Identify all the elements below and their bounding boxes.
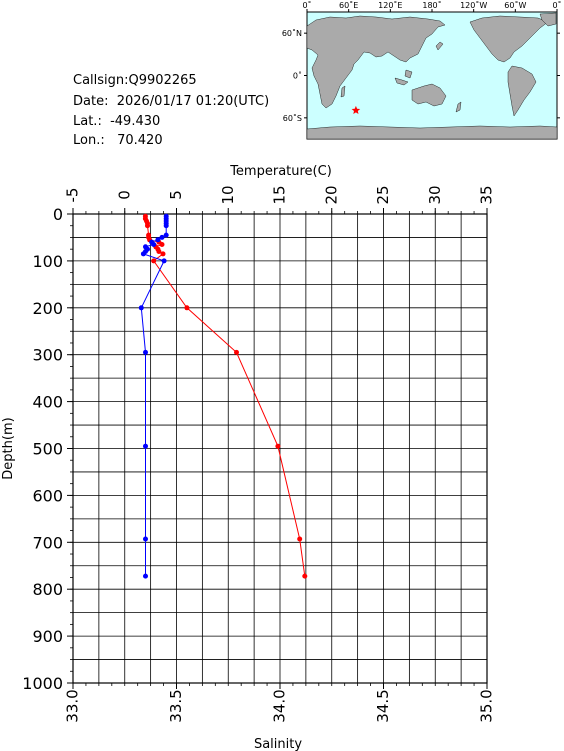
depth-axis-label: Depth(m) <box>1 417 16 479</box>
salinity-data-point <box>151 242 157 247</box>
sal-tick-label: 35.0 <box>478 689 496 722</box>
map-lon-label: 0˚ <box>302 0 311 10</box>
map-lon-label: 0˚ <box>552 0 561 10</box>
float-location-star <box>351 105 361 114</box>
map-lon-label: 60˚W <box>504 0 526 10</box>
depth-tick-label: 900 <box>32 627 63 646</box>
depth-tick-label: 700 <box>32 533 63 552</box>
map-lon-label: 120˚E <box>378 0 402 10</box>
depth-tick-label: 800 <box>32 580 63 599</box>
landmass-japan <box>435 41 444 51</box>
map-lon-label: 60˚E <box>339 0 358 10</box>
temperature-data-point <box>145 223 150 229</box>
salinity-data-point <box>143 536 148 542</box>
temperature-data-point <box>151 258 157 264</box>
temp-tick-label: -5 <box>64 188 82 203</box>
landmass-eurasia-africa <box>306 15 446 109</box>
depth-tick-label: 300 <box>32 346 63 365</box>
landmass-borneo <box>404 69 413 79</box>
temperature-data-point <box>160 251 166 257</box>
landmass-madagascar <box>340 85 346 98</box>
salinity-data-point <box>143 573 148 579</box>
depth-tick-label: 400 <box>32 393 63 412</box>
landmass-new-zealand <box>455 101 462 113</box>
callsign-label: Callsign:Q9902265 <box>73 73 197 88</box>
temp-tick-label: 25 <box>374 185 392 204</box>
depth-tick-label: 100 <box>32 252 63 271</box>
temperature-data-point <box>275 443 281 449</box>
temperature-data-point <box>234 349 239 355</box>
plot-grid <box>72 213 488 684</box>
temperature-data-point <box>297 536 303 542</box>
salinity-data-point <box>138 305 144 311</box>
longitude-label: Lon.: 70.420 <box>73 133 163 148</box>
map-lon-label: 120˚W <box>460 0 487 10</box>
temperature-data-point <box>184 305 190 311</box>
landmass-greenland <box>539 12 557 27</box>
temperature-data-point <box>302 573 308 579</box>
sal-axis-label: Salinity <box>254 737 302 751</box>
temp-axis-label: Temperature(C) <box>229 164 332 179</box>
salinity-data-point <box>140 251 146 257</box>
depth-tick-label: 0 <box>53 205 63 224</box>
map-land <box>306 12 558 140</box>
map-lat-label: 60˚N <box>282 28 302 38</box>
temp-tick-label: 5 <box>167 190 185 200</box>
sal-tick-label: 34.5 <box>374 689 392 722</box>
salinity-data-point <box>161 258 167 264</box>
location-map: 0˚ 60˚E 120˚E 180˚ 120˚W 60˚W 0˚ 60˚N 0˚ 60˚S <box>282 0 562 140</box>
depth-tick-label: 1000 <box>22 674 63 693</box>
salinity-data-point <box>143 349 148 355</box>
salinity-data-point <box>159 234 165 240</box>
map-lat-label: 60˚S <box>283 113 302 123</box>
depth-tick-label: 200 <box>32 299 63 318</box>
depth-tick-label: 600 <box>32 486 63 505</box>
salinity-data-point <box>155 237 161 243</box>
temp-tick-label: 0 <box>115 190 133 200</box>
landmass-south-america <box>507 65 537 117</box>
landmass-australia <box>411 83 447 107</box>
sal-tick-label: 33.5 <box>167 689 185 722</box>
salinity-data-point <box>143 443 148 449</box>
landmass-antarctica <box>306 125 558 140</box>
depth-tick-label: 500 <box>32 440 63 459</box>
landmass-north-america <box>469 15 549 63</box>
temp-tick-label: 10 <box>219 185 237 204</box>
landmass-indonesia <box>394 77 409 86</box>
temperature-data-point <box>156 249 162 254</box>
salinity-data-point <box>163 232 169 238</box>
date-label: Date: 2026/01/17 01:20(UTC) <box>73 94 270 109</box>
sal-tick-label: 33.0 <box>64 689 82 722</box>
salinity-data-point <box>163 223 169 229</box>
temp-tick-label: 35 <box>478 185 496 204</box>
latitude-label: Lat.: -49.430 <box>73 114 161 129</box>
map-lon-label: 180˚ <box>422 0 441 10</box>
sal-tick-label: 34.0 <box>271 689 289 722</box>
temperature-data-point <box>159 242 165 247</box>
temp-tick-label: 30 <box>426 185 444 204</box>
temp-tick-label: 20 <box>322 185 340 204</box>
map-lat-label: 0˚ <box>293 71 302 81</box>
temp-tick-label: 15 <box>271 185 289 204</box>
